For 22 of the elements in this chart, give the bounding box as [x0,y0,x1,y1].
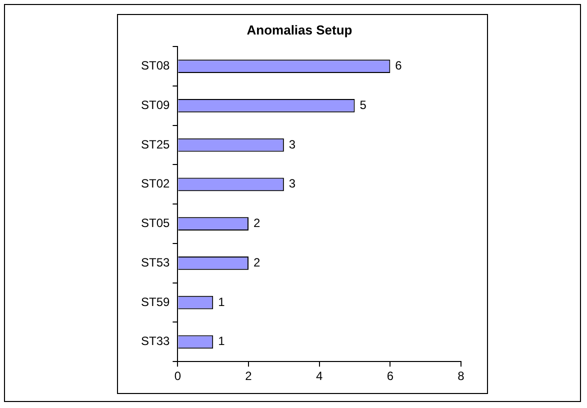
y-tick-label: ST59 [140,294,170,309]
x-tick-label: 8 [458,369,465,384]
x-tick-label: 4 [316,369,323,384]
data-label: 3 [288,137,296,152]
data-label: 3 [288,176,296,191]
y-tick-label: ST02 [140,176,170,191]
data-label: 2 [254,255,261,270]
data-label: 1 [218,294,226,309]
x-tick-label: 0 [174,369,182,384]
data-label: 2 [254,216,261,230]
chart-title: Anomalias Setup [246,22,352,38]
y-tick-label: ST25 [140,137,170,152]
data-label: 1 [218,334,226,348]
x-tick-label: 2 [245,369,252,384]
data-label: 5 [360,98,367,112]
y-tick-label: ST05 [140,216,170,230]
y-tick-label: ST09 [140,98,170,112]
data-label: 6 [395,58,402,73]
y-tick-label: ST53 [140,255,170,270]
y-tick-label: ST33 [140,334,170,348]
y-tick-label: ST08 [140,58,170,73]
x-tick-label: 6 [386,369,394,384]
